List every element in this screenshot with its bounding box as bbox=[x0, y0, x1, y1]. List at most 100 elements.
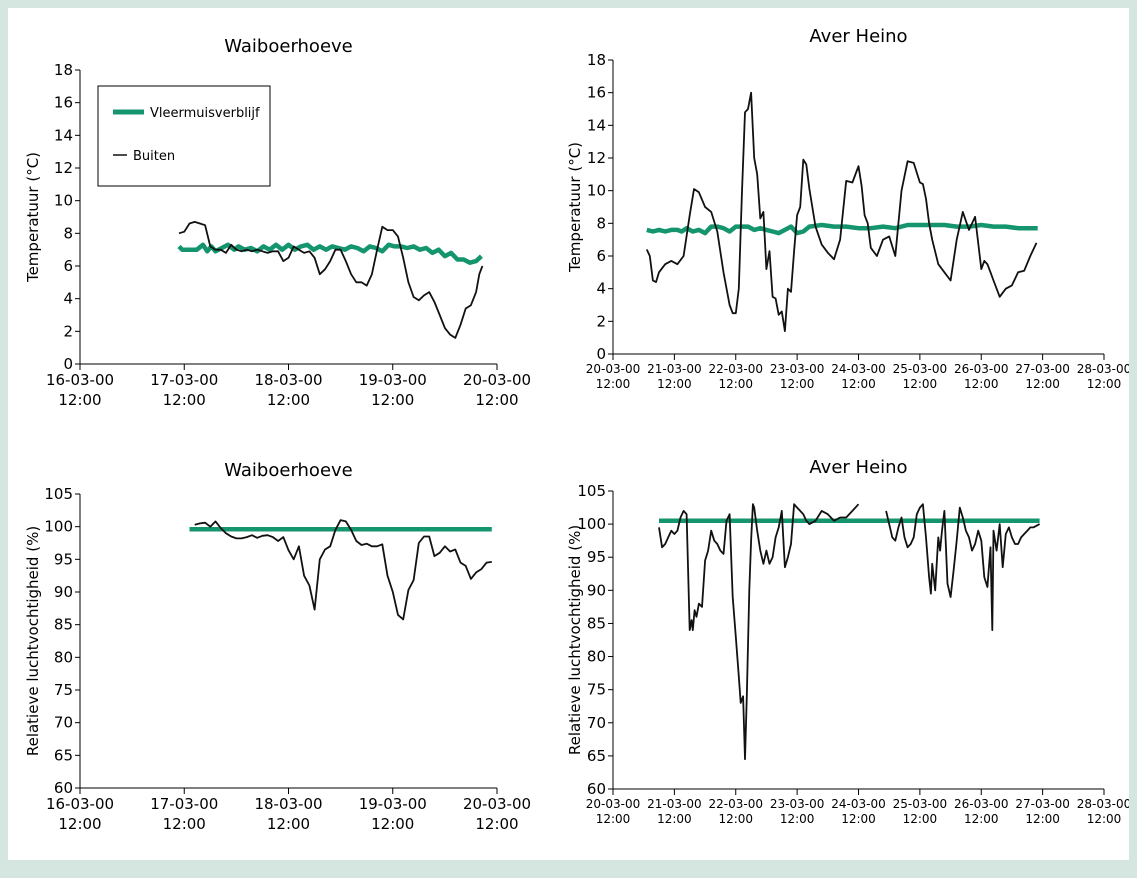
y-tick-label: 16 bbox=[587, 84, 606, 102]
chart-title: Aver Heino bbox=[809, 457, 907, 478]
x-tick-label-time: 12:00 bbox=[657, 377, 692, 391]
x-tick-label-time: 12:00 bbox=[1087, 812, 1122, 826]
figure-svg: Waiboerhoeve Temperatuur (°C) 0 2 4 6 8 10 12 14 1… bbox=[24, 26, 1129, 833]
x-tick-label-date: 27-03-00 bbox=[1015, 362, 1069, 376]
x-tick-label-date: 18-03-00 bbox=[254, 795, 322, 813]
x-tick-label-time: 12:00 bbox=[267, 815, 310, 833]
y-tick-label: 70 bbox=[587, 714, 606, 732]
y-axis-label: Relatieve luchtvochtigheid (%) bbox=[566, 525, 584, 755]
legend: Vleermuisverblijf Buiten bbox=[97, 85, 271, 187]
y-tick-label: 0 bbox=[63, 355, 73, 373]
y-tick-label: 16 bbox=[54, 94, 73, 112]
y-tick-label: 85 bbox=[54, 616, 73, 634]
y-tick-label: 18 bbox=[54, 61, 73, 79]
y-tick-label: 95 bbox=[587, 548, 606, 566]
x-tick-label-time: 12:00 bbox=[903, 377, 938, 391]
x-tick-label-date: 20-03-00 bbox=[586, 797, 640, 811]
y-tick-label: 65 bbox=[587, 747, 606, 765]
x-tick-label-date: 19-03-00 bbox=[359, 371, 427, 389]
chart-temperature-aver-heino: Aver Heino Temperatuur (°C) 0 2 4 6 8 10 12 14 16 1… bbox=[566, 26, 1129, 391]
x-tick-label-time: 12:00 bbox=[475, 815, 518, 833]
figure-panel: Waiboerhoeve Temperatuur (°C) 0 2 4 6 8 10 12 14 1… bbox=[8, 8, 1129, 860]
x-tick-label-date: 20-03-00 bbox=[463, 795, 531, 813]
y-tick-label: 105 bbox=[577, 482, 606, 500]
y-axis-label: Temperatuur (°C) bbox=[24, 152, 42, 283]
x-tick-label-date: 23-03-00 bbox=[770, 797, 824, 811]
y-tick-label: 18 bbox=[587, 51, 606, 69]
series-line-buiten bbox=[645, 91, 1038, 333]
x-tick-label-time: 12:00 bbox=[163, 391, 206, 409]
x-tick-label-date: 18-03-00 bbox=[254, 371, 322, 389]
y-tick-label: 14 bbox=[587, 116, 606, 134]
y-tick-label: 6 bbox=[63, 257, 73, 275]
x-tick-label-time: 12:00 bbox=[903, 812, 938, 826]
x-tick-label-date: 27-03-00 bbox=[1015, 797, 1069, 811]
x-tick-label-time: 12:00 bbox=[1087, 377, 1122, 391]
x-tick-label-date: 23-03-00 bbox=[770, 362, 824, 376]
y-tick-label: 70 bbox=[54, 714, 73, 732]
x-tick-label-date: 17-03-00 bbox=[150, 795, 218, 813]
x-tick-label-date: 22-03-00 bbox=[709, 797, 763, 811]
x-tick-label-time: 12:00 bbox=[657, 812, 692, 826]
x-tick-label-time: 12:00 bbox=[780, 377, 815, 391]
x-tick-label-date: 28-03-00 bbox=[1077, 797, 1129, 811]
x-tick-label-time: 12:00 bbox=[718, 812, 753, 826]
x-tick-label-date: 21-03-00 bbox=[647, 797, 701, 811]
legend-box bbox=[97, 85, 271, 187]
legend-label-buiten: Buiten bbox=[133, 149, 175, 164]
series-line-buiten bbox=[178, 220, 484, 339]
chart-title: Aver Heino bbox=[809, 26, 907, 47]
x-tick-label-date: 19-03-00 bbox=[359, 795, 427, 813]
y-tick-label: 90 bbox=[587, 581, 606, 599]
y-tick-label: 75 bbox=[54, 681, 73, 699]
y-tick-label: 12 bbox=[54, 159, 73, 177]
x-tick-label-date: 22-03-00 bbox=[709, 362, 763, 376]
x-tick-label-time: 12:00 bbox=[475, 391, 518, 409]
x-tick-label-date: 20-03-00 bbox=[586, 362, 640, 376]
x-tick-label-date: 25-03-00 bbox=[893, 362, 947, 376]
x-tick-label-time: 12:00 bbox=[718, 377, 753, 391]
chart-title: Waiboerhoeve bbox=[224, 460, 353, 481]
y-tick-label: 2 bbox=[596, 312, 606, 330]
x-tick-label-time: 12:00 bbox=[267, 391, 310, 409]
x-tick-label-date: 16-03-00 bbox=[46, 795, 114, 813]
y-tick-label: 65 bbox=[54, 746, 73, 764]
x-tick-label-time: 12:00 bbox=[964, 812, 999, 826]
chart-humidity-aver-heino: Aver Heino Relatieve luchtvochtigheid (%)… bbox=[566, 457, 1129, 826]
x-tick-label-time: 12:00 bbox=[163, 815, 206, 833]
series-line-vleermuisverblijf bbox=[646, 222, 1038, 236]
y-tick-label: 95 bbox=[54, 550, 73, 568]
x-tick-label-date: 25-03-00 bbox=[893, 797, 947, 811]
y-tick-label: 6 bbox=[596, 247, 606, 265]
y-tick-label: 60 bbox=[587, 780, 606, 798]
x-tick-label-date: 24-03-00 bbox=[831, 797, 885, 811]
x-tick-label-time: 12:00 bbox=[780, 812, 815, 826]
x-tick-label-time: 12:00 bbox=[841, 377, 876, 391]
x-tick-label-date: 26-03-00 bbox=[954, 362, 1008, 376]
x-tick-label-time: 12:00 bbox=[58, 391, 101, 409]
x-tick-label-time: 12:00 bbox=[58, 815, 101, 833]
x-tick-label-date: 17-03-00 bbox=[150, 371, 218, 389]
series-line-buiten bbox=[194, 519, 492, 621]
y-tick-label: 85 bbox=[587, 614, 606, 632]
y-tick-label: 8 bbox=[596, 214, 606, 232]
y-tick-label: 0 bbox=[596, 345, 606, 363]
y-tick-label: 10 bbox=[587, 182, 606, 200]
x-tick-label-time: 12:00 bbox=[596, 812, 631, 826]
x-tick-label-date: 21-03-00 bbox=[647, 362, 701, 376]
x-tick-label-time: 12:00 bbox=[596, 377, 631, 391]
series-line-buiten bbox=[885, 503, 1041, 631]
y-tick-label: 80 bbox=[54, 648, 73, 666]
legend-label-vleermuisverblijf: Vleermuisverblijf bbox=[150, 106, 260, 121]
x-tick-label-time: 12:00 bbox=[841, 812, 876, 826]
y-axis-label: Relatieve luchtvochtigheid (%) bbox=[24, 526, 42, 756]
y-tick-label: 10 bbox=[54, 192, 73, 210]
y-tick-label: 105 bbox=[44, 485, 73, 503]
series-line-buiten bbox=[658, 503, 860, 761]
y-tick-label: 4 bbox=[596, 280, 606, 298]
y-tick-label: 8 bbox=[63, 224, 73, 242]
x-tick-label-date: 16-03-00 bbox=[46, 371, 114, 389]
x-tick-label-date: 26-03-00 bbox=[954, 797, 1008, 811]
y-tick-label: 100 bbox=[44, 518, 73, 536]
x-tick-label-date: 24-03-00 bbox=[831, 362, 885, 376]
